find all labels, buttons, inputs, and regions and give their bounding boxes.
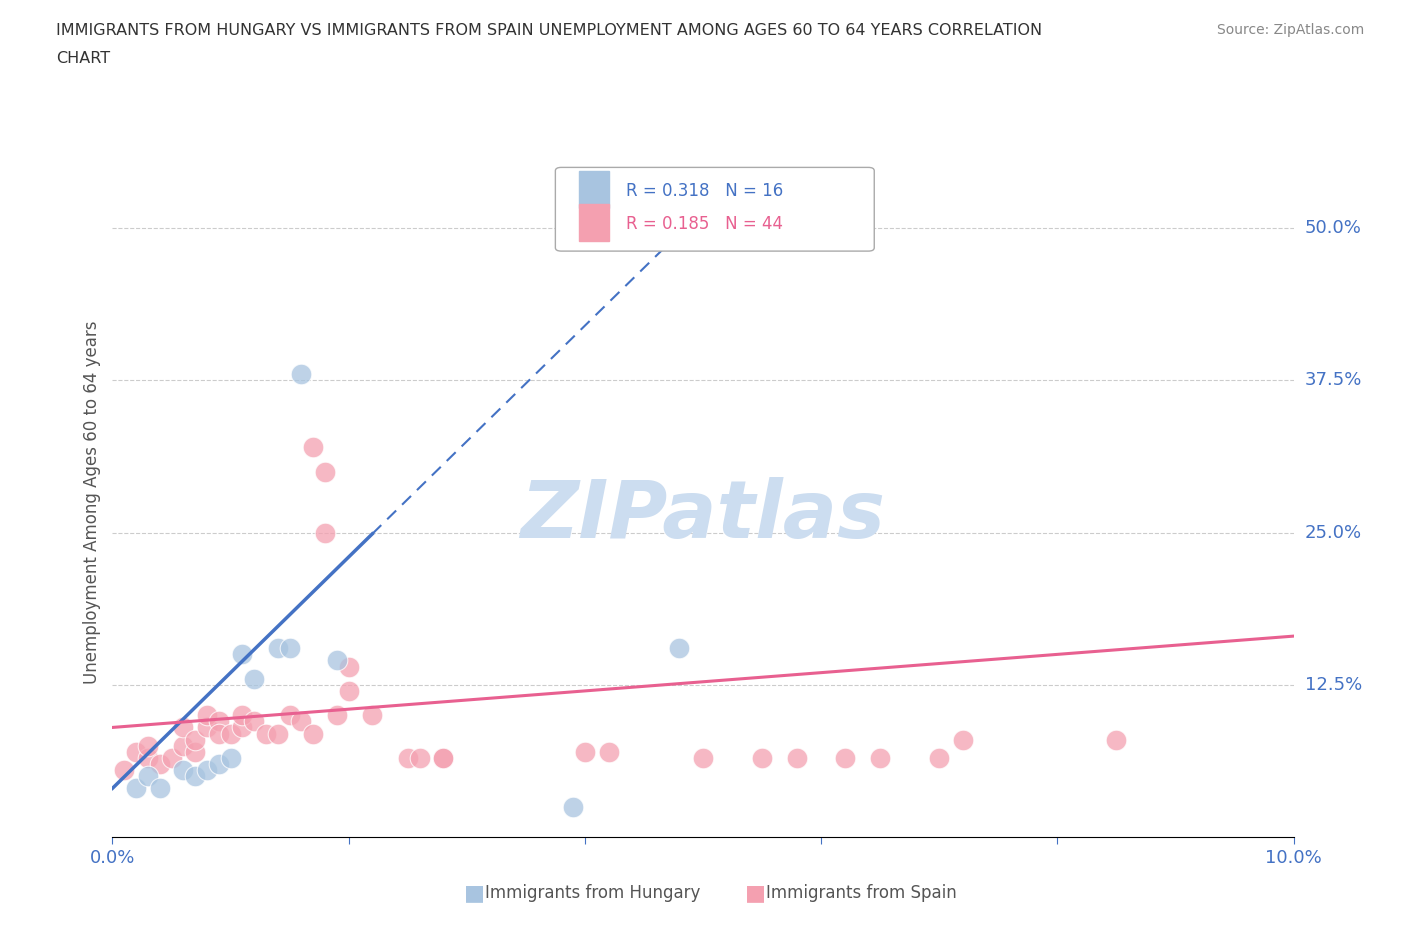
- Point: [112, 763, 135, 777]
- Point: [1105, 732, 1128, 747]
- Point: [231, 720, 253, 735]
- Text: 25.0%: 25.0%: [1305, 524, 1362, 541]
- Point: [278, 641, 301, 656]
- Text: ZIPatlas: ZIPatlas: [520, 476, 886, 554]
- Text: CHART: CHART: [56, 51, 110, 66]
- Point: [314, 464, 336, 479]
- Text: Immigrants from Spain: Immigrants from Spain: [766, 884, 957, 902]
- Point: [396, 751, 419, 765]
- Point: [184, 732, 207, 747]
- Y-axis label: Unemployment Among Ages 60 to 64 years: Unemployment Among Ages 60 to 64 years: [83, 321, 101, 684]
- Point: [928, 751, 950, 765]
- Point: [692, 751, 714, 765]
- Point: [562, 799, 585, 814]
- Point: [751, 751, 773, 765]
- Point: [136, 738, 159, 753]
- Point: [326, 708, 349, 723]
- Point: [337, 659, 360, 674]
- Text: R = 0.318   N = 16: R = 0.318 N = 16: [626, 182, 783, 200]
- Point: [786, 751, 808, 765]
- Point: [136, 769, 159, 784]
- Text: 50.0%: 50.0%: [1305, 219, 1361, 237]
- Point: [231, 708, 253, 723]
- Point: [574, 744, 596, 759]
- Point: [195, 720, 218, 735]
- Point: [598, 744, 620, 759]
- Point: [326, 653, 349, 668]
- Point: [184, 769, 207, 784]
- FancyBboxPatch shape: [579, 171, 609, 207]
- Point: [149, 756, 172, 771]
- Point: [952, 732, 974, 747]
- Point: [125, 744, 148, 759]
- Text: ■: ■: [745, 883, 766, 903]
- Point: [208, 726, 231, 741]
- Point: [172, 738, 194, 753]
- Point: [172, 720, 194, 735]
- Point: [208, 756, 231, 771]
- Point: [219, 751, 242, 765]
- Point: [125, 781, 148, 796]
- Text: 12.5%: 12.5%: [1305, 676, 1362, 694]
- Point: [302, 726, 325, 741]
- Point: [195, 708, 218, 723]
- Point: [869, 751, 891, 765]
- Point: [149, 781, 172, 796]
- Point: [432, 751, 454, 765]
- Point: [278, 708, 301, 723]
- Point: [254, 726, 277, 741]
- Point: [195, 763, 218, 777]
- Text: Source: ZipAtlas.com: Source: ZipAtlas.com: [1216, 23, 1364, 37]
- Point: [834, 751, 856, 765]
- Point: [231, 647, 253, 662]
- Point: [668, 641, 690, 656]
- Point: [243, 671, 266, 686]
- Point: [208, 714, 231, 729]
- Point: [432, 751, 454, 765]
- Text: 37.5%: 37.5%: [1305, 371, 1362, 390]
- Point: [314, 525, 336, 540]
- Point: [172, 763, 194, 777]
- FancyBboxPatch shape: [555, 167, 875, 251]
- Point: [361, 708, 384, 723]
- Text: IMMIGRANTS FROM HUNGARY VS IMMIGRANTS FROM SPAIN UNEMPLOYMENT AMONG AGES 60 TO 6: IMMIGRANTS FROM HUNGARY VS IMMIGRANTS FR…: [56, 23, 1042, 38]
- Point: [290, 367, 312, 382]
- Point: [243, 714, 266, 729]
- Point: [267, 726, 290, 741]
- Point: [219, 726, 242, 741]
- Point: [302, 440, 325, 455]
- Text: ■: ■: [464, 883, 485, 903]
- Point: [160, 751, 183, 765]
- Point: [408, 751, 430, 765]
- Point: [184, 744, 207, 759]
- Point: [136, 751, 159, 765]
- Text: R = 0.185   N = 44: R = 0.185 N = 44: [626, 216, 783, 233]
- Text: Immigrants from Hungary: Immigrants from Hungary: [485, 884, 700, 902]
- Point: [290, 714, 312, 729]
- FancyBboxPatch shape: [579, 205, 609, 241]
- Point: [267, 641, 290, 656]
- Point: [337, 684, 360, 698]
